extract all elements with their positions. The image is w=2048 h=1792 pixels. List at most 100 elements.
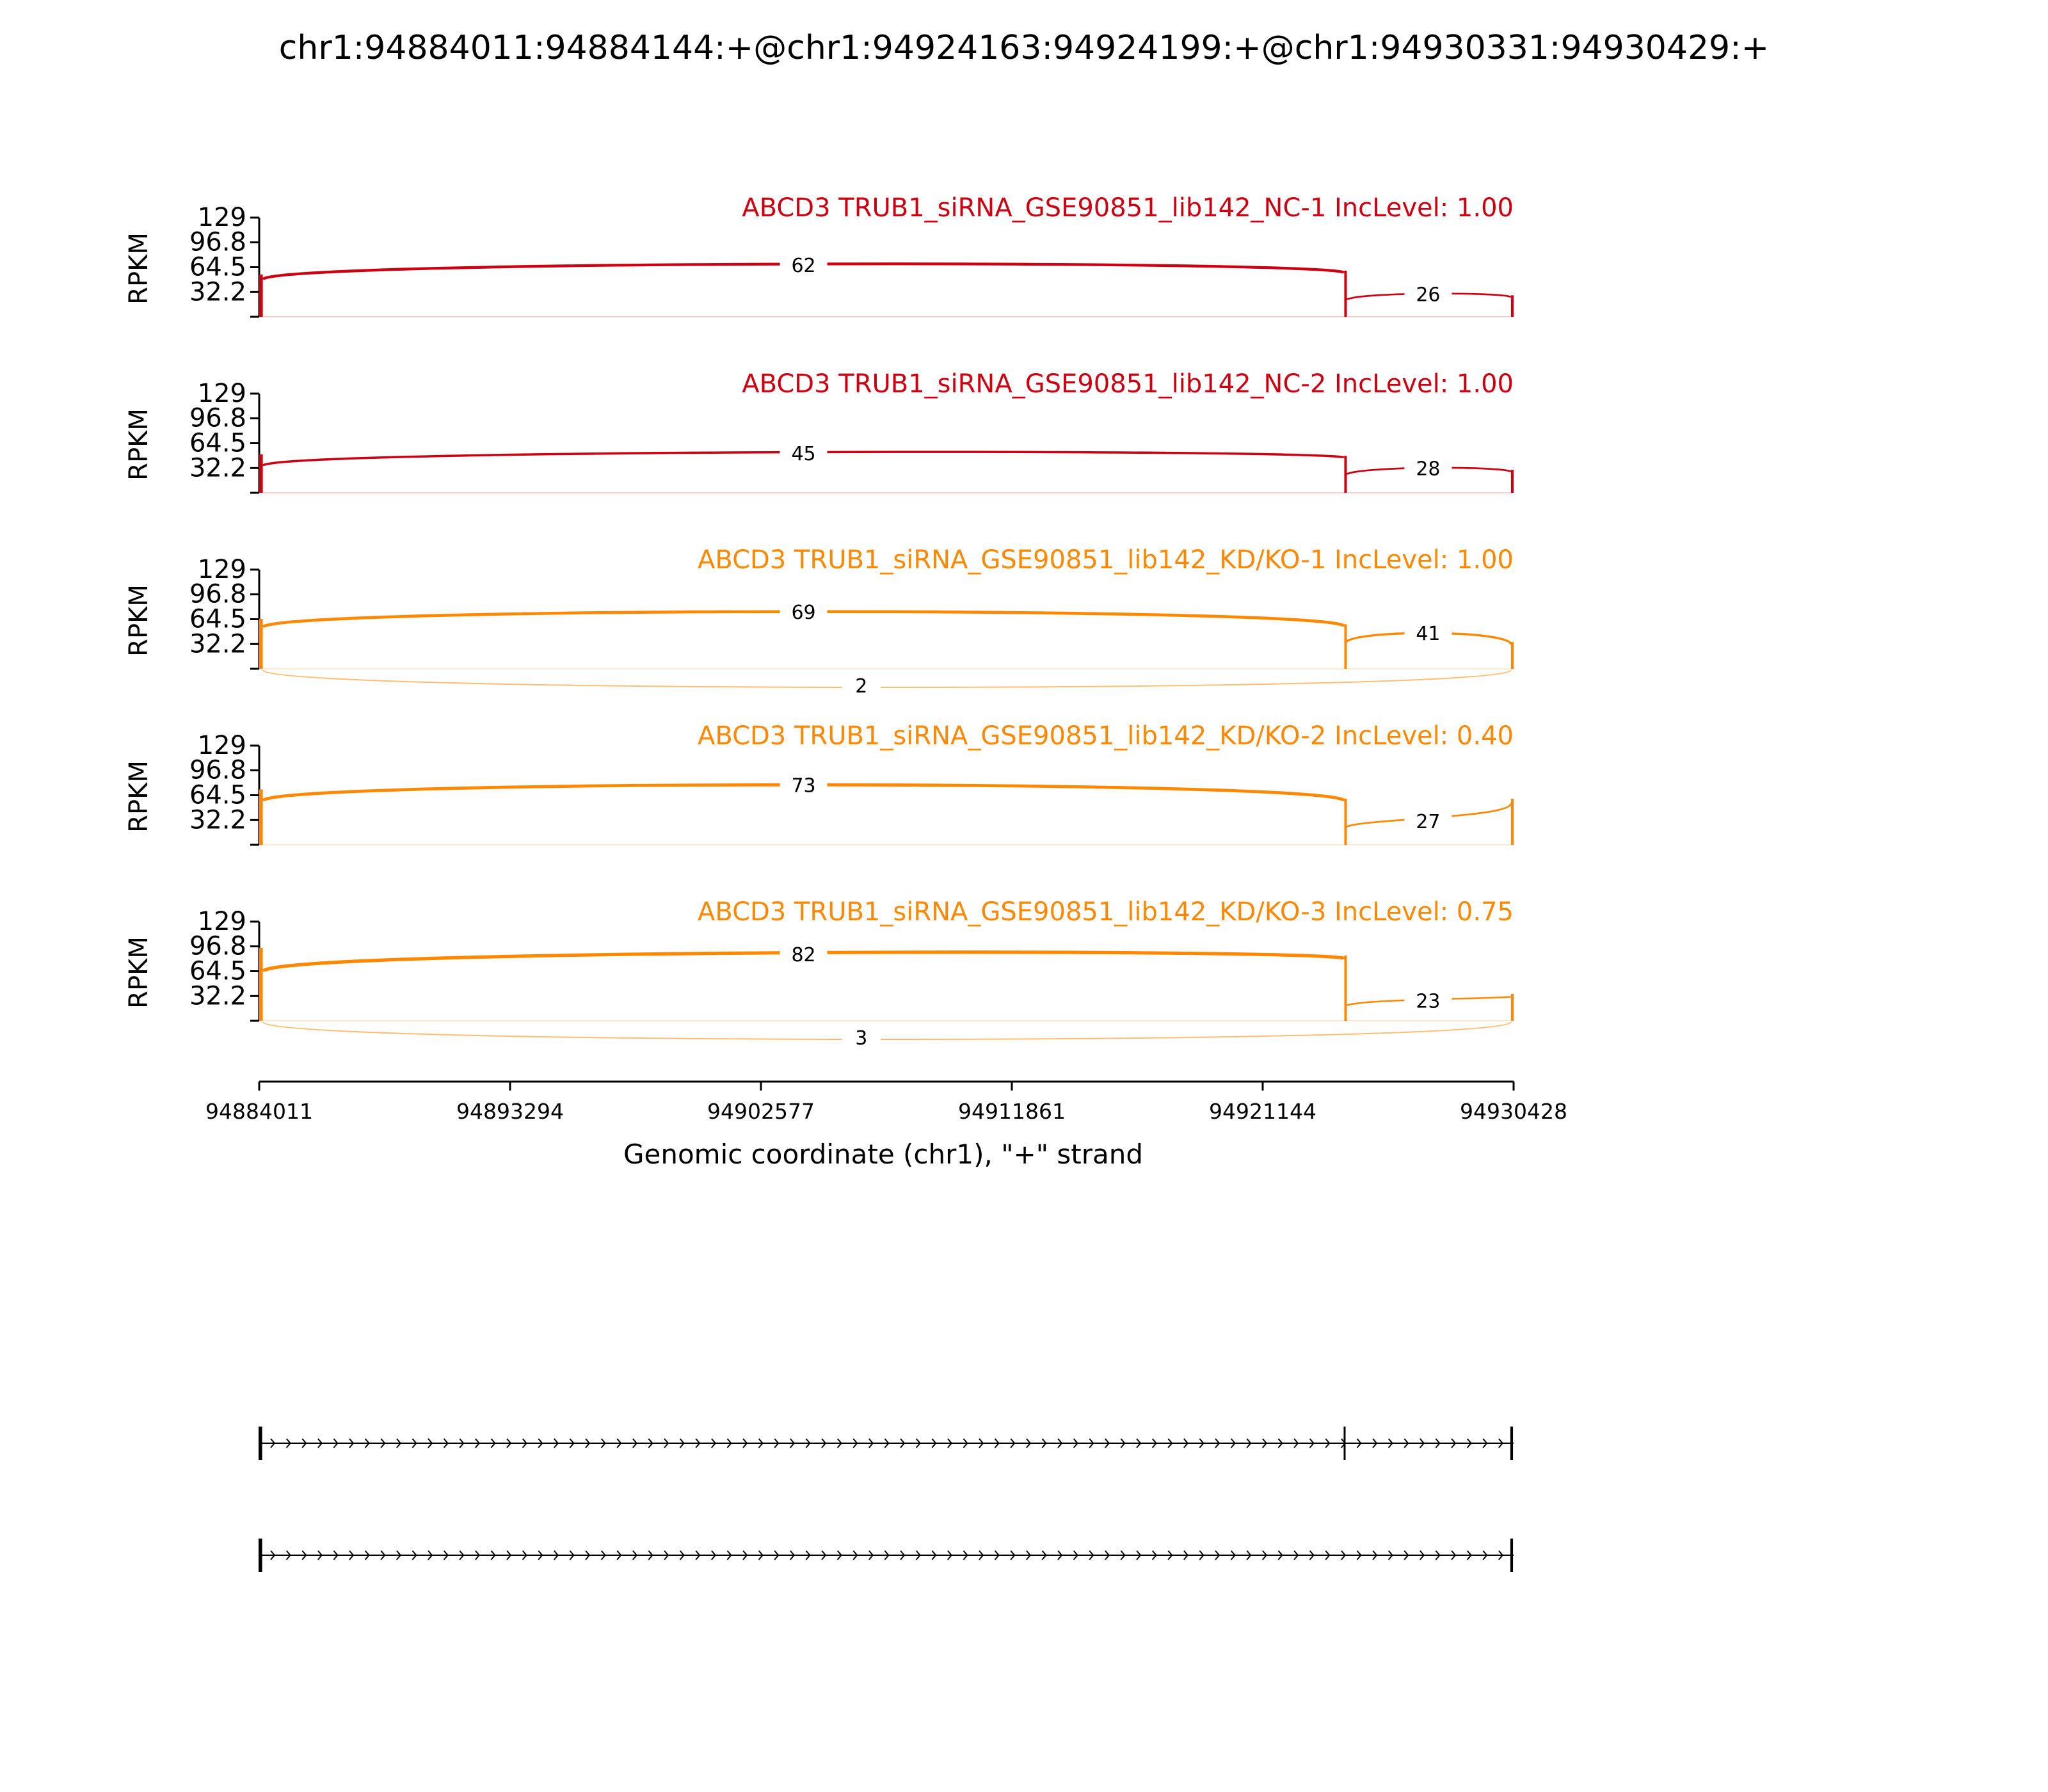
coverage-bar-exon-3 xyxy=(1510,798,1514,845)
strand-arrow xyxy=(1136,1550,1142,1560)
coverage-bar-exon-2 xyxy=(1344,955,1347,1021)
strand-arrow xyxy=(333,1438,339,1448)
junction-label-bg xyxy=(1404,810,1452,833)
strand-arrow xyxy=(1420,1550,1425,1560)
strand-arrow xyxy=(1167,1550,1173,1560)
strand-arrow xyxy=(554,1550,559,1560)
strand-arrow xyxy=(963,1550,968,1560)
track-3: ABCD3 TRUB1_siRNA_GSE90851_lib142_KD/KO-… xyxy=(124,545,1514,698)
coverage-bar-exon-1 xyxy=(259,274,263,317)
y-tick-label: 129 xyxy=(198,203,246,232)
junction-label-bg xyxy=(780,600,828,623)
strand-arrow xyxy=(1230,1550,1236,1560)
junction-label-bg xyxy=(1404,282,1452,306)
strand-arrow xyxy=(317,1550,323,1560)
junction-count-label: 69 xyxy=(791,602,815,624)
junction-label-bg xyxy=(780,773,828,797)
strand-arrow xyxy=(632,1550,638,1560)
y-tick-label: 96.8 xyxy=(189,932,246,961)
x-axis-label: Genomic coordinate (chr1), "+" strand xyxy=(623,1139,1143,1170)
coverage-bar-exon-1 xyxy=(259,947,263,1021)
strand-arrow xyxy=(1498,1550,1504,1560)
strand-arrow xyxy=(1073,1550,1078,1560)
strand-arrow xyxy=(333,1550,339,1560)
y-tick-label: 64.5 xyxy=(189,429,246,458)
strand-arrow xyxy=(364,1550,370,1560)
strand-arrow xyxy=(994,1438,1000,1448)
strand-arrow xyxy=(758,1550,764,1560)
strand-arrow xyxy=(884,1438,890,1448)
y-tick-label: 96.8 xyxy=(189,580,246,609)
strand-arrow xyxy=(616,1550,622,1560)
strand-arrow xyxy=(285,1550,291,1560)
strand-arrow xyxy=(270,1438,276,1448)
strand-arrow xyxy=(1435,1438,1441,1448)
track-4: ABCD3 TRUB1_siRNA_GSE90851_lib142_KD/KO-… xyxy=(124,721,1514,846)
junction-count-label: 41 xyxy=(1416,623,1440,645)
junction-count-label: 62 xyxy=(791,255,815,277)
y-tick-label: 32.2 xyxy=(189,629,246,659)
y-tick-label: 32.2 xyxy=(189,981,246,1011)
strand-arrow xyxy=(915,1550,921,1560)
x-tick-label: 94902577 xyxy=(707,1099,815,1124)
strand-arrow xyxy=(1466,1438,1472,1448)
strand-arrow xyxy=(1309,1550,1315,1560)
y-tick-label: 32.2 xyxy=(189,453,246,483)
y-tick-label: 129 xyxy=(198,731,246,760)
strand-arrow xyxy=(616,1438,622,1448)
strand-arrow xyxy=(979,1550,984,1560)
tracks-layer: ABCD3 TRUB1_siRNA_GSE90851_lib142_NC-1 I… xyxy=(124,193,1514,1050)
coverage-bar-exon-3 xyxy=(1510,295,1514,317)
coverage-bar-exon-1 xyxy=(259,454,263,493)
strand-arrow xyxy=(679,1550,685,1560)
y-tick-label: 96.8 xyxy=(189,756,246,785)
strand-arrow xyxy=(1230,1438,1236,1448)
y-axis-label: RPKM xyxy=(124,936,154,1009)
strand-arrow xyxy=(349,1550,355,1560)
strand-arrow xyxy=(412,1550,417,1560)
strand-arrow xyxy=(428,1438,433,1448)
strand-arrow xyxy=(1089,1550,1094,1560)
strand-arrow xyxy=(1482,1550,1488,1560)
coverage-bar-exon-3 xyxy=(1510,469,1514,493)
strand-arrow xyxy=(852,1438,858,1448)
strand-arrow xyxy=(270,1550,276,1560)
strand-arrow xyxy=(1199,1550,1204,1560)
strand-arrow xyxy=(664,1550,669,1560)
coverage-bar-exon-3 xyxy=(1510,641,1514,669)
strand-arrow xyxy=(1010,1550,1016,1560)
junction-count-label: 82 xyxy=(791,944,815,966)
isoform-exon-3 xyxy=(1510,1427,1514,1460)
junction-label-bg xyxy=(1404,621,1452,644)
coverage-bar-exon-2 xyxy=(1344,798,1347,845)
strand-arrow xyxy=(947,1438,953,1448)
strand-arrow xyxy=(1215,1438,1220,1448)
y-tick-label: 129 xyxy=(198,379,246,408)
strand-arrow xyxy=(317,1438,323,1448)
junction-count-label: 28 xyxy=(1416,458,1440,481)
strand-arrow xyxy=(569,1438,575,1448)
strand-arrow xyxy=(1199,1438,1204,1448)
coverage-bar-exon-1 xyxy=(259,789,263,845)
strand-arrow xyxy=(994,1550,1000,1560)
strand-arrow xyxy=(868,1438,874,1448)
x-tick-label: 94911861 xyxy=(958,1099,1066,1124)
strand-arrow xyxy=(1388,1438,1393,1448)
strand-arrow xyxy=(726,1438,732,1448)
track-5: ABCD3 TRUB1_siRNA_GSE90851_lib142_KD/KO-… xyxy=(124,897,1514,1050)
strand-arrow xyxy=(1105,1550,1110,1560)
junction-arc xyxy=(262,669,1512,688)
strand-arrow xyxy=(1151,1438,1157,1448)
junction-label-bg xyxy=(842,1026,881,1049)
strand-arrow xyxy=(443,1550,449,1560)
y-tick-label: 129 xyxy=(198,907,246,936)
strand-arrow xyxy=(726,1550,732,1560)
strand-arrow xyxy=(1341,1550,1347,1560)
strand-arrow xyxy=(821,1438,827,1448)
strand-arrow xyxy=(900,1438,906,1448)
strand-arrow xyxy=(522,1550,527,1560)
strand-arrow xyxy=(1277,1438,1283,1448)
strand-arrow xyxy=(1151,1550,1157,1560)
strand-arrow xyxy=(301,1550,307,1560)
